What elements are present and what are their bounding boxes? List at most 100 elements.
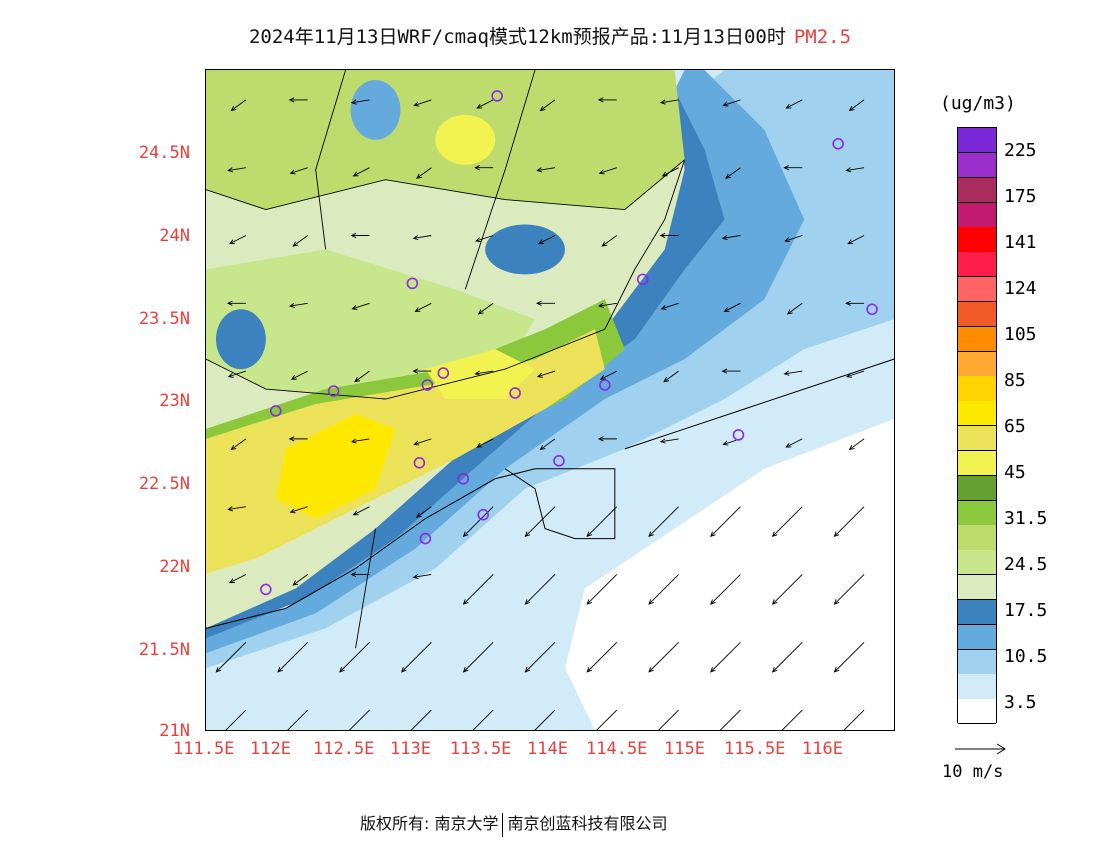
wind-arrow-head — [721, 368, 728, 374]
wind-reference-label: 10 m/s — [942, 762, 1004, 782]
wind-arrow-head — [227, 372, 234, 378]
wind-arrow-head — [586, 531, 593, 538]
wind-arrow-head — [339, 667, 345, 673]
wind-arrow — [772, 574, 803, 605]
wind-arrow-head — [474, 165, 480, 171]
wind-arrow — [472, 709, 494, 730]
wind-arrow — [723, 99, 741, 106]
wind-arrow-head — [215, 667, 222, 673]
wind-arrow-head — [462, 531, 469, 538]
wind-arrow-head — [648, 599, 654, 605]
wind-arrow-head — [539, 444, 546, 451]
station-marker — [553, 455, 565, 467]
station-marker — [866, 303, 878, 316]
station-marker — [491, 90, 503, 102]
wind-arrow — [843, 709, 865, 730]
wind-arrow — [290, 506, 308, 513]
wind-arrow — [231, 99, 247, 111]
lon-label-116: 116E — [802, 739, 843, 759]
wind-arrow — [648, 506, 679, 537]
wind-arrow-head — [539, 105, 546, 112]
wind-arrow — [660, 438, 679, 443]
wind-arrow-head — [659, 438, 666, 444]
wind-arrow-head — [722, 101, 729, 107]
wind-arrow — [292, 235, 308, 247]
wind-arrow-head — [412, 235, 419, 241]
wind-arrow — [414, 99, 432, 106]
wind-arrow — [722, 235, 741, 239]
wind-arrow — [710, 574, 741, 605]
wind-arrow-head — [586, 599, 593, 605]
pm25-forecast-map — [205, 69, 895, 731]
lon-label-112.5: 112.5E — [313, 739, 375, 759]
wind-arrow-head — [848, 444, 855, 451]
clean-patch-center — [485, 224, 565, 275]
wind-arrow-head — [350, 232, 357, 239]
wind-arrow-head — [771, 599, 778, 605]
wind-arrow-head — [845, 167, 852, 173]
lon-label-113: 113E — [390, 739, 431, 759]
wind-arrow — [413, 235, 432, 239]
wind-arrow — [662, 167, 679, 177]
wind-arrow — [475, 370, 494, 375]
wind-arrow — [401, 641, 432, 673]
station-marker — [457, 472, 470, 485]
wind-arrow — [291, 370, 308, 380]
colorbar-label: 65 — [1004, 416, 1026, 437]
wind-arrow — [784, 370, 803, 375]
wind-arrow — [586, 574, 618, 605]
colorbar-segment — [958, 252, 996, 278]
title-pollutant: PM2.5 — [793, 26, 852, 48]
wind-arrow-head — [536, 300, 542, 306]
station-marker — [421, 379, 434, 391]
wind-arrow-head — [413, 101, 420, 107]
wind-arrow — [228, 167, 246, 171]
wind-arrow — [416, 506, 432, 518]
wind-arrow-head — [415, 512, 422, 518]
colorbar-segment — [958, 227, 996, 253]
wind-arrow — [648, 574, 679, 605]
title-main: 2024年11月13日WRF/cmaq模式12km预报产品:11月13日00时 — [248, 26, 786, 48]
wind-arrow-head — [833, 599, 840, 605]
wind-arrow-head — [659, 99, 666, 105]
wind-arrow-head — [723, 307, 730, 312]
wind-arrow-head — [476, 103, 483, 109]
wind-arrow — [710, 641, 741, 673]
wind-arrow-head — [288, 302, 295, 308]
wind-arrow — [410, 709, 432, 730]
wind-arrow — [525, 506, 556, 537]
wind-arrow — [661, 302, 679, 310]
colorbar-segment — [958, 376, 996, 402]
station-marker — [327, 385, 340, 397]
colorbar-label: 85 — [1004, 370, 1026, 391]
wind-arrow — [229, 574, 247, 584]
footer-right: 南京创蓝科技有限公司 — [507, 814, 668, 833]
colorbar-label: 175 — [1004, 186, 1037, 207]
wind-arrow — [600, 370, 618, 380]
lat-label-22: 22N — [159, 557, 190, 577]
lat-label-24.5: 24.5N — [138, 143, 190, 163]
wind-arrow-head — [598, 169, 605, 175]
wind-arrow — [658, 709, 679, 730]
wind-arrow-head — [289, 508, 296, 514]
wind-arrow — [277, 641, 309, 673]
wind-arrow — [228, 370, 247, 378]
wind-arrow — [787, 302, 803, 315]
wind-arrow-head — [783, 370, 790, 376]
clean-patch-north — [350, 79, 401, 140]
wind-arrow-head — [722, 440, 729, 446]
wind-arrow — [537, 167, 556, 171]
colorbar-label: 17.5 — [1004, 600, 1048, 621]
wind-arrow — [602, 235, 618, 247]
clean-sea-area — [564, 418, 894, 730]
lat-label-23: 23N — [159, 391, 190, 411]
wind-arrow-head — [599, 374, 606, 380]
station-marker — [636, 273, 649, 286]
wind-arrow-head — [846, 372, 853, 378]
wind-arrow — [525, 574, 556, 605]
wind-arrow — [586, 506, 618, 537]
colorbar-label: 24.5 — [1004, 554, 1048, 575]
wind-arrow — [416, 167, 432, 179]
wind-arrow-head — [354, 377, 360, 383]
wind-arrow — [215, 641, 247, 673]
